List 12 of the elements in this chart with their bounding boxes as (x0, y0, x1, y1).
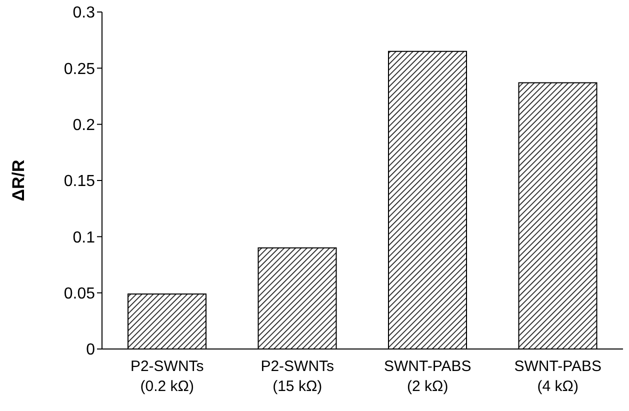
y-tick-label: 0.2 (72, 117, 96, 134)
y-axis-title: ΔR/R (9, 160, 28, 202)
x-tick-label: SWNT-PABS (2 kΩ) (384, 358, 472, 395)
y-tick-label: 0.05 (64, 286, 96, 303)
y-tick-label: 0 (86, 342, 96, 359)
y-tick-label: 0.3 (72, 4, 96, 22)
y-tick-label: 0.1 (72, 229, 96, 246)
x-tick-label: P2-SWNTs (0.2 kΩ) (130, 358, 204, 395)
y-tick-label: 0.15 (64, 173, 96, 190)
x-tick-label: P2-SWNTs (15 kΩ) (260, 358, 334, 395)
x-tick-label: SWNT-PABS (4 kΩ) (514, 358, 602, 395)
y-tick-label: 0.25 (64, 60, 96, 78)
